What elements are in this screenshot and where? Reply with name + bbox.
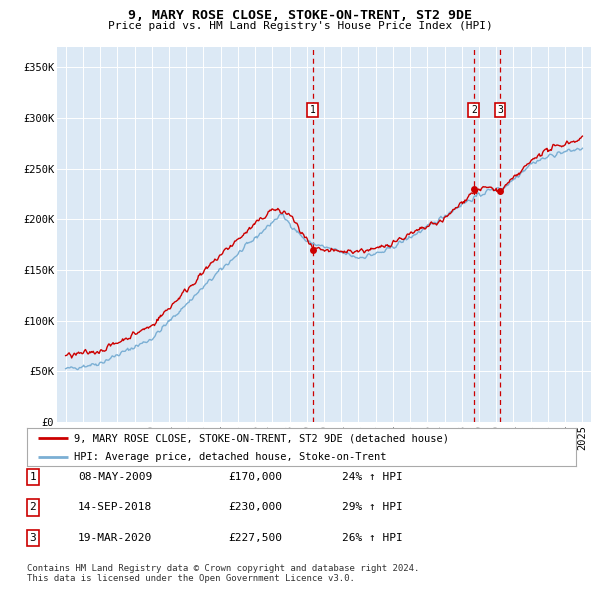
Text: 2: 2 — [471, 105, 477, 115]
Text: 3: 3 — [497, 105, 503, 115]
Text: 24% ↑ HPI: 24% ↑ HPI — [342, 472, 403, 481]
Text: HPI: Average price, detached house, Stoke-on-Trent: HPI: Average price, detached house, Stok… — [74, 451, 386, 461]
Text: 1: 1 — [29, 472, 37, 481]
Text: 26% ↑ HPI: 26% ↑ HPI — [342, 533, 403, 543]
Text: 19-MAR-2020: 19-MAR-2020 — [78, 533, 152, 543]
Text: £170,000: £170,000 — [228, 472, 282, 481]
Text: 1: 1 — [310, 105, 316, 115]
Text: 29% ↑ HPI: 29% ↑ HPI — [342, 503, 403, 512]
Text: 08-MAY-2009: 08-MAY-2009 — [78, 472, 152, 481]
Text: This data is licensed under the Open Government Licence v3.0.: This data is licensed under the Open Gov… — [27, 573, 355, 583]
Text: £227,500: £227,500 — [228, 533, 282, 543]
Text: £230,000: £230,000 — [228, 503, 282, 512]
Text: 3: 3 — [29, 533, 37, 543]
Text: Contains HM Land Registry data © Crown copyright and database right 2024.: Contains HM Land Registry data © Crown c… — [27, 564, 419, 573]
Text: 2: 2 — [29, 503, 37, 512]
Text: 9, MARY ROSE CLOSE, STOKE-ON-TRENT, ST2 9DE: 9, MARY ROSE CLOSE, STOKE-ON-TRENT, ST2 … — [128, 9, 472, 22]
Text: 9, MARY ROSE CLOSE, STOKE-ON-TRENT, ST2 9DE (detached house): 9, MARY ROSE CLOSE, STOKE-ON-TRENT, ST2 … — [74, 434, 449, 444]
Text: Price paid vs. HM Land Registry's House Price Index (HPI): Price paid vs. HM Land Registry's House … — [107, 21, 493, 31]
Text: 14-SEP-2018: 14-SEP-2018 — [78, 503, 152, 512]
